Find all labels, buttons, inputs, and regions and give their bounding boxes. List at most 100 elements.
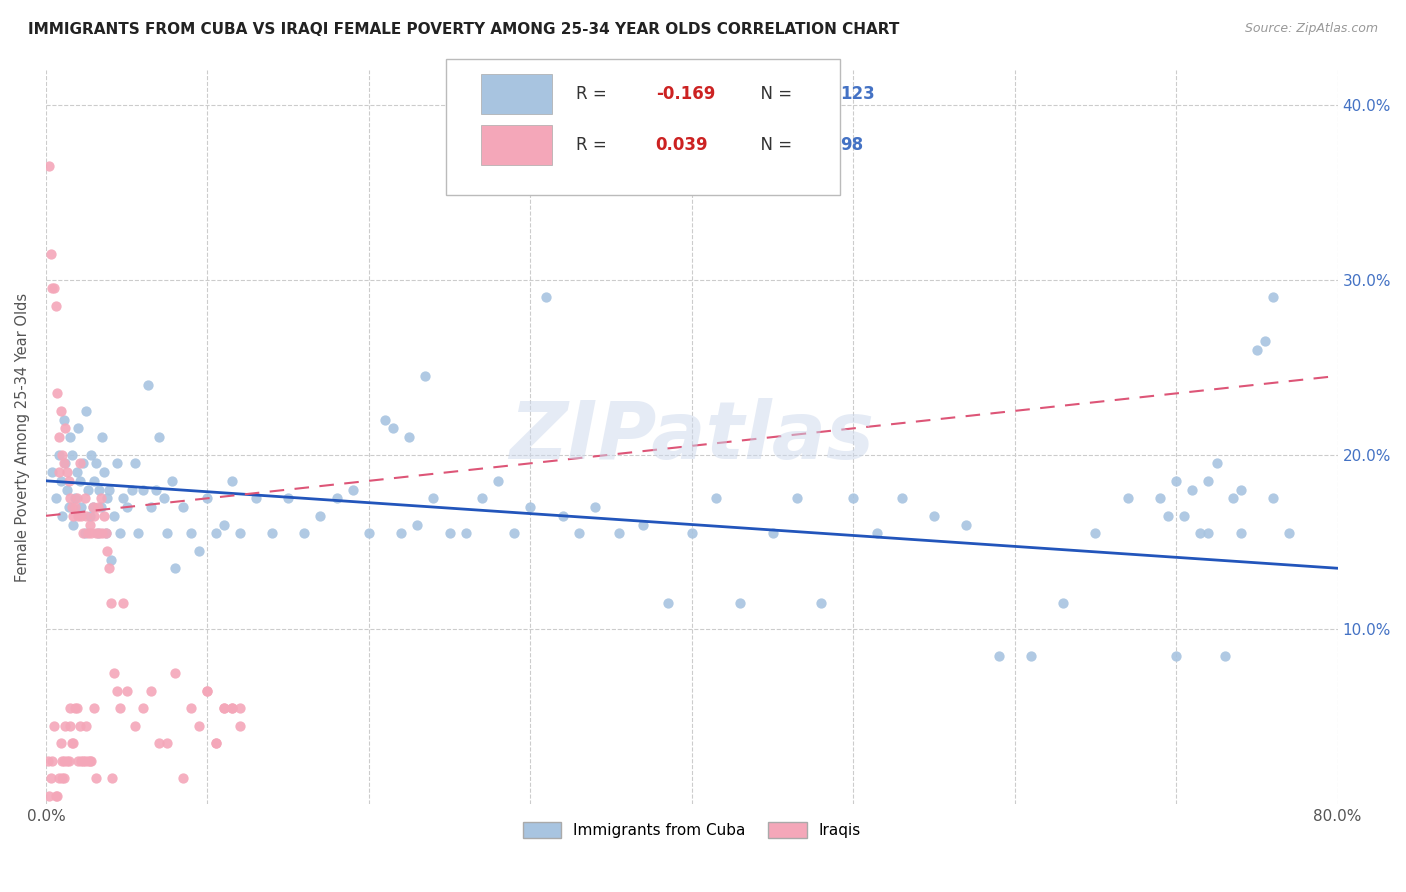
- Point: [551, 508, 574, 523]
- Point: [454, 526, 477, 541]
- Point: [471, 491, 494, 506]
- Point: [42, 281, 65, 295]
- Point: [1019, 648, 1042, 663]
- Point: [124, 456, 146, 470]
- Point: [228, 526, 250, 541]
- Point: [204, 736, 226, 750]
- Point: [422, 491, 444, 506]
- Point: [105, 456, 128, 470]
- Point: [160, 474, 183, 488]
- Point: [1166, 474, 1188, 488]
- Point: [486, 474, 509, 488]
- Point: [63, 500, 86, 514]
- Point: [66, 701, 89, 715]
- Point: [127, 526, 149, 541]
- Point: [1205, 456, 1227, 470]
- Text: Source: ZipAtlas.com: Source: ZipAtlas.com: [1244, 22, 1378, 36]
- Point: [197, 683, 219, 698]
- Point: [180, 701, 202, 715]
- Point: [245, 491, 267, 506]
- Point: [59, 430, 82, 444]
- Point: [83, 508, 105, 523]
- Point: [48, 771, 70, 785]
- Point: [37, 754, 59, 768]
- Point: [82, 500, 104, 514]
- Point: [110, 526, 132, 541]
- Point: [66, 465, 89, 479]
- Point: [77, 483, 100, 497]
- Point: [73, 491, 96, 506]
- FancyBboxPatch shape: [481, 73, 553, 114]
- Point: [1261, 290, 1284, 304]
- Point: [115, 500, 138, 514]
- Point: [139, 683, 162, 698]
- Point: [52, 771, 75, 785]
- Point: [389, 526, 412, 541]
- Point: [86, 500, 108, 514]
- Point: [204, 736, 226, 750]
- Point: [1173, 508, 1195, 523]
- Point: [439, 526, 461, 541]
- Point: [657, 596, 679, 610]
- Point: [101, 771, 124, 785]
- Point: [52, 412, 75, 426]
- FancyBboxPatch shape: [481, 125, 553, 165]
- Point: [70, 500, 93, 514]
- Point: [357, 526, 380, 541]
- Point: [1229, 483, 1251, 497]
- Point: [519, 500, 541, 514]
- Point: [39, 771, 62, 785]
- Point: [955, 517, 977, 532]
- Point: [165, 561, 187, 575]
- Point: [103, 508, 125, 523]
- Point: [79, 754, 101, 768]
- Point: [145, 483, 167, 497]
- FancyBboxPatch shape: [446, 59, 841, 194]
- Point: [70, 508, 93, 523]
- Point: [277, 491, 299, 506]
- Point: [382, 421, 405, 435]
- Point: [84, 526, 107, 541]
- Point: [75, 404, 97, 418]
- Point: [67, 754, 90, 768]
- Point: [110, 701, 132, 715]
- Point: [188, 718, 211, 732]
- Point: [221, 701, 243, 715]
- Point: [1116, 491, 1139, 506]
- Point: [52, 456, 75, 470]
- Point: [987, 648, 1010, 663]
- Point: [48, 465, 70, 479]
- Point: [90, 500, 112, 514]
- Point: [77, 526, 100, 541]
- Point: [79, 508, 101, 523]
- Point: [1052, 596, 1074, 610]
- Point: [38, 159, 60, 173]
- Point: [172, 771, 194, 785]
- Point: [100, 596, 122, 610]
- Point: [51, 508, 73, 523]
- Point: [228, 701, 250, 715]
- Point: [84, 456, 107, 470]
- Point: [67, 508, 90, 523]
- Point: [148, 430, 170, 444]
- Point: [374, 412, 396, 426]
- Point: [165, 666, 187, 681]
- Point: [1278, 526, 1301, 541]
- Point: [325, 491, 347, 506]
- Point: [1198, 474, 1220, 488]
- Point: [1149, 491, 1171, 506]
- Point: [89, 526, 111, 541]
- Point: [69, 456, 91, 470]
- Point: [83, 701, 105, 715]
- Point: [48, 448, 70, 462]
- Point: [212, 701, 235, 715]
- Text: IMMIGRANTS FROM CUBA VS IRAQI FEMALE POVERTY AMONG 25-34 YEAR OLDS CORRELATION C: IMMIGRANTS FROM CUBA VS IRAQI FEMALE POV…: [28, 22, 900, 37]
- Point: [60, 736, 83, 750]
- Point: [115, 683, 138, 698]
- Point: [79, 517, 101, 532]
- Point: [1198, 526, 1220, 541]
- Point: [46, 386, 69, 401]
- Point: [204, 526, 226, 541]
- Point: [49, 736, 72, 750]
- Point: [60, 500, 83, 514]
